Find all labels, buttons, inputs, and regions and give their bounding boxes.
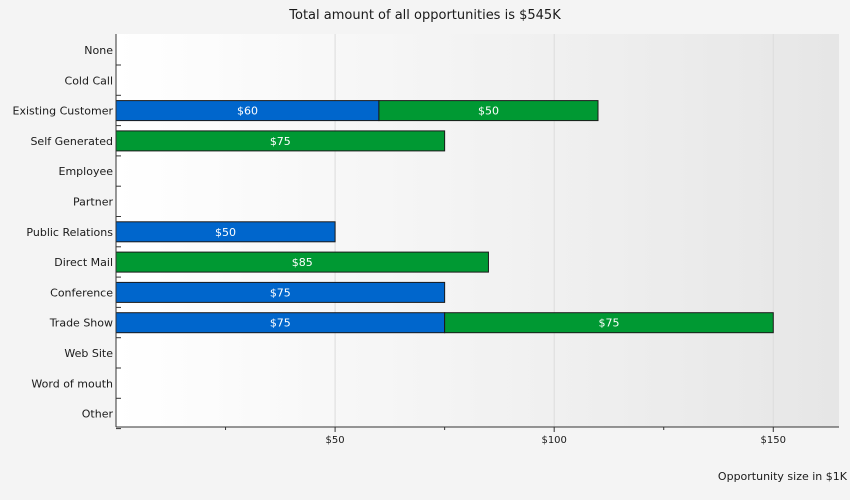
bars: $60 $50 $75 $50 $85 $75 $75 $75 (115, 100, 774, 334)
x-axis-title: Opportunity size in $1K (718, 470, 848, 483)
bar-value-label: $60 (237, 105, 258, 118)
bar-value-label: $75 (270, 317, 291, 330)
category-label: Direct Mail (54, 256, 113, 269)
category-label: Web Site (64, 347, 113, 360)
x-tick-label: $100 (541, 435, 566, 446)
category-label: Public Relations (26, 226, 113, 239)
category-label: Trade Show (49, 317, 113, 330)
category-label: Cold Call (65, 74, 113, 87)
axes: None Cold Call Existing Customer Self Gener… (13, 34, 839, 446)
bar-value-label: $85 (292, 256, 313, 269)
category-label: Existing Customer (13, 105, 114, 118)
bar-value-label: $75 (598, 317, 619, 330)
category-label: Other (82, 408, 114, 421)
chart-title: Total amount of all opportunities is $54… (288, 8, 561, 23)
category-label: Employee (59, 165, 114, 178)
bar-value-label: $75 (270, 135, 291, 148)
category-label: None (84, 44, 113, 57)
x-tick-label: $50 (326, 435, 345, 446)
category-label: Self Generated (30, 135, 113, 148)
bar-segment (378, 100, 599, 122)
x-tick-label: $150 (761, 435, 786, 446)
bar-value-label: $50 (478, 105, 499, 118)
bar-value-label: $75 (270, 286, 291, 299)
bar-segment (444, 312, 774, 334)
bar-value-label: $50 (215, 226, 236, 239)
category-label: Word of mouth (31, 377, 113, 390)
category-label: Partner (73, 196, 113, 209)
category-label: Conference (50, 286, 113, 299)
